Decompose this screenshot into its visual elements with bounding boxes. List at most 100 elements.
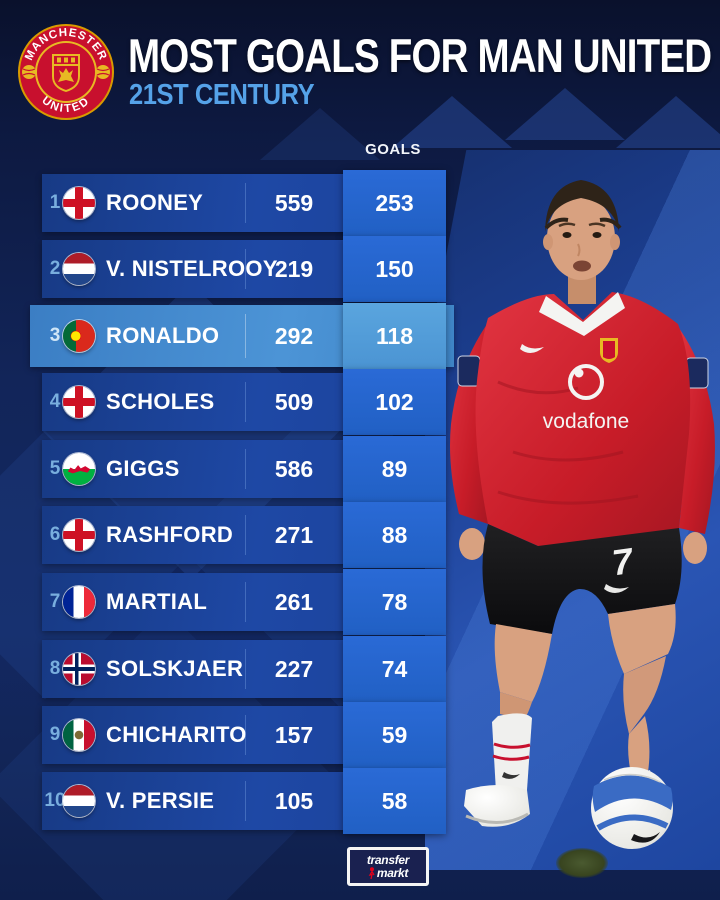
player-name: V. PERSIE — [106, 788, 215, 813]
goals-badge: 102 — [343, 369, 446, 435]
transfermarkt-logo: transfer markt — [347, 847, 429, 886]
jersey-sponsor-text: vodafone — [543, 410, 629, 433]
mouth — [573, 260, 591, 272]
left-thigh — [494, 624, 552, 702]
goals-badge: 253 — [343, 170, 446, 236]
column-divider — [245, 248, 246, 290]
player-photo-ronaldo: vodafone 7 — [450, 180, 715, 849]
games-value: 157 — [274, 721, 314, 748]
player-name: RASHFORD — [106, 522, 234, 547]
rank-label: 9 — [49, 724, 61, 745]
flag-netherlands-icon — [63, 253, 95, 285]
table-row: 6 RASHFORD 271 88 — [0, 502, 720, 568]
games-value: 271 — [274, 521, 314, 548]
column-divider — [245, 381, 246, 423]
right-knee — [623, 656, 666, 734]
player-name: SCHOLES — [106, 389, 215, 414]
goals-badge: 78 — [343, 569, 446, 635]
goals-badge: 89 — [343, 436, 446, 502]
jersey — [475, 292, 691, 548]
premier-league-patch-icon — [457, 355, 481, 387]
games-value: 509 — [274, 388, 314, 415]
table-row: 8 SOLSKJAER 227 74 — [0, 636, 720, 702]
flag-wales-icon — [63, 453, 95, 485]
hair — [545, 180, 619, 232]
table-row: 7 MARTIAL 261 78 — [0, 569, 720, 635]
column-divider — [245, 314, 246, 358]
column-divider — [245, 780, 246, 822]
column-divider — [245, 514, 246, 556]
goals-badge: 58 — [343, 768, 446, 834]
flag-france-icon — [63, 586, 95, 618]
table-row: 4 SCHOLES 509 102 — [0, 369, 720, 435]
games-value: 105 — [274, 787, 314, 814]
table-row: 9 CHICHARITO 157 59 — [0, 702, 720, 768]
rank-label: 2 — [49, 258, 61, 279]
player-name: V. NISTELROOY — [106, 256, 278, 281]
club-crest-patch-icon — [600, 338, 618, 363]
games-value: 559 — [274, 189, 314, 216]
flag-netherlands-icon — [63, 785, 95, 817]
right-thigh — [608, 604, 676, 674]
left-sock — [492, 713, 532, 795]
flag-england-icon — [63, 187, 95, 219]
goals-badge: 59 — [343, 702, 446, 768]
rank-label: 6 — [49, 524, 61, 545]
crest-football-right — [96, 65, 110, 79]
rank-label: 8 — [49, 658, 61, 679]
table-row: 2 V. NISTELROOY 219 150 — [0, 236, 720, 302]
games-value: 261 — [274, 588, 314, 615]
column-divider — [245, 182, 246, 224]
rank-label: 10 — [44, 790, 66, 811]
player-name: RONALDO — [106, 323, 220, 348]
games-value: 586 — [274, 455, 314, 482]
table-row: 10 V. PERSIE 105 58 — [0, 768, 720, 834]
player-name: ROONEY — [106, 190, 204, 215]
football — [591, 767, 673, 849]
games-value: 292 — [274, 322, 314, 349]
flag-england-icon — [63, 386, 95, 418]
column-divider — [245, 448, 246, 490]
table-row: 5 GIGGS 586 89 — [0, 436, 720, 502]
tm-player-icon — [368, 866, 375, 879]
shorts-swoosh-icon — [604, 584, 629, 594]
rank-label: 4 — [49, 391, 61, 412]
rank-label: 7 — [49, 591, 61, 612]
logo-text-line2: markt — [376, 866, 409, 880]
games-value: 219 — [274, 255, 314, 282]
rank-label: 5 — [49, 458, 61, 479]
table-row-highlighted: 3 RONALDO 292 118 — [0, 303, 720, 369]
shorts — [482, 524, 682, 634]
flag-norway-icon — [63, 653, 95, 685]
goals-badge: 150 — [343, 236, 446, 302]
player-name: CHICHARITO — [106, 722, 247, 747]
left-hand — [459, 528, 485, 560]
rank-label: 3 — [49, 325, 61, 346]
flag-portugal-icon — [63, 320, 95, 352]
rank-label: 1 — [49, 192, 61, 213]
page-subtitle: 21ST CENTURY — [129, 79, 315, 111]
crest-football-left — [22, 65, 36, 79]
man-united-crest: MANCHESTER UNITED — [18, 24, 114, 120]
grass-patch — [556, 848, 608, 878]
vodafone-logo-icon — [568, 364, 604, 400]
logo-text-line1: transfer — [366, 852, 410, 867]
goals-badge: 118 — [343, 303, 446, 369]
column-header-goals: GOALS — [365, 141, 421, 158]
table-row: 1 ROONEY 559 253 — [0, 170, 720, 236]
column-divider — [245, 581, 246, 623]
flag-mexico-icon — [63, 719, 95, 751]
player-name: SOLSKJAER — [106, 656, 244, 681]
crest-shield — [52, 54, 80, 92]
goals-badge: 88 — [343, 502, 446, 568]
ball-swoosh-icon — [631, 832, 660, 843]
nike-swoosh-icon — [520, 344, 544, 354]
column-divider — [245, 648, 246, 690]
face — [547, 196, 615, 280]
player-name: GIGGS — [106, 456, 180, 481]
page-title: MOST GOALS FOR MAN UNITED — [128, 29, 712, 82]
games-value: 227 — [274, 655, 314, 682]
goals-badge: 74 — [343, 636, 446, 702]
right-hand — [683, 532, 707, 564]
